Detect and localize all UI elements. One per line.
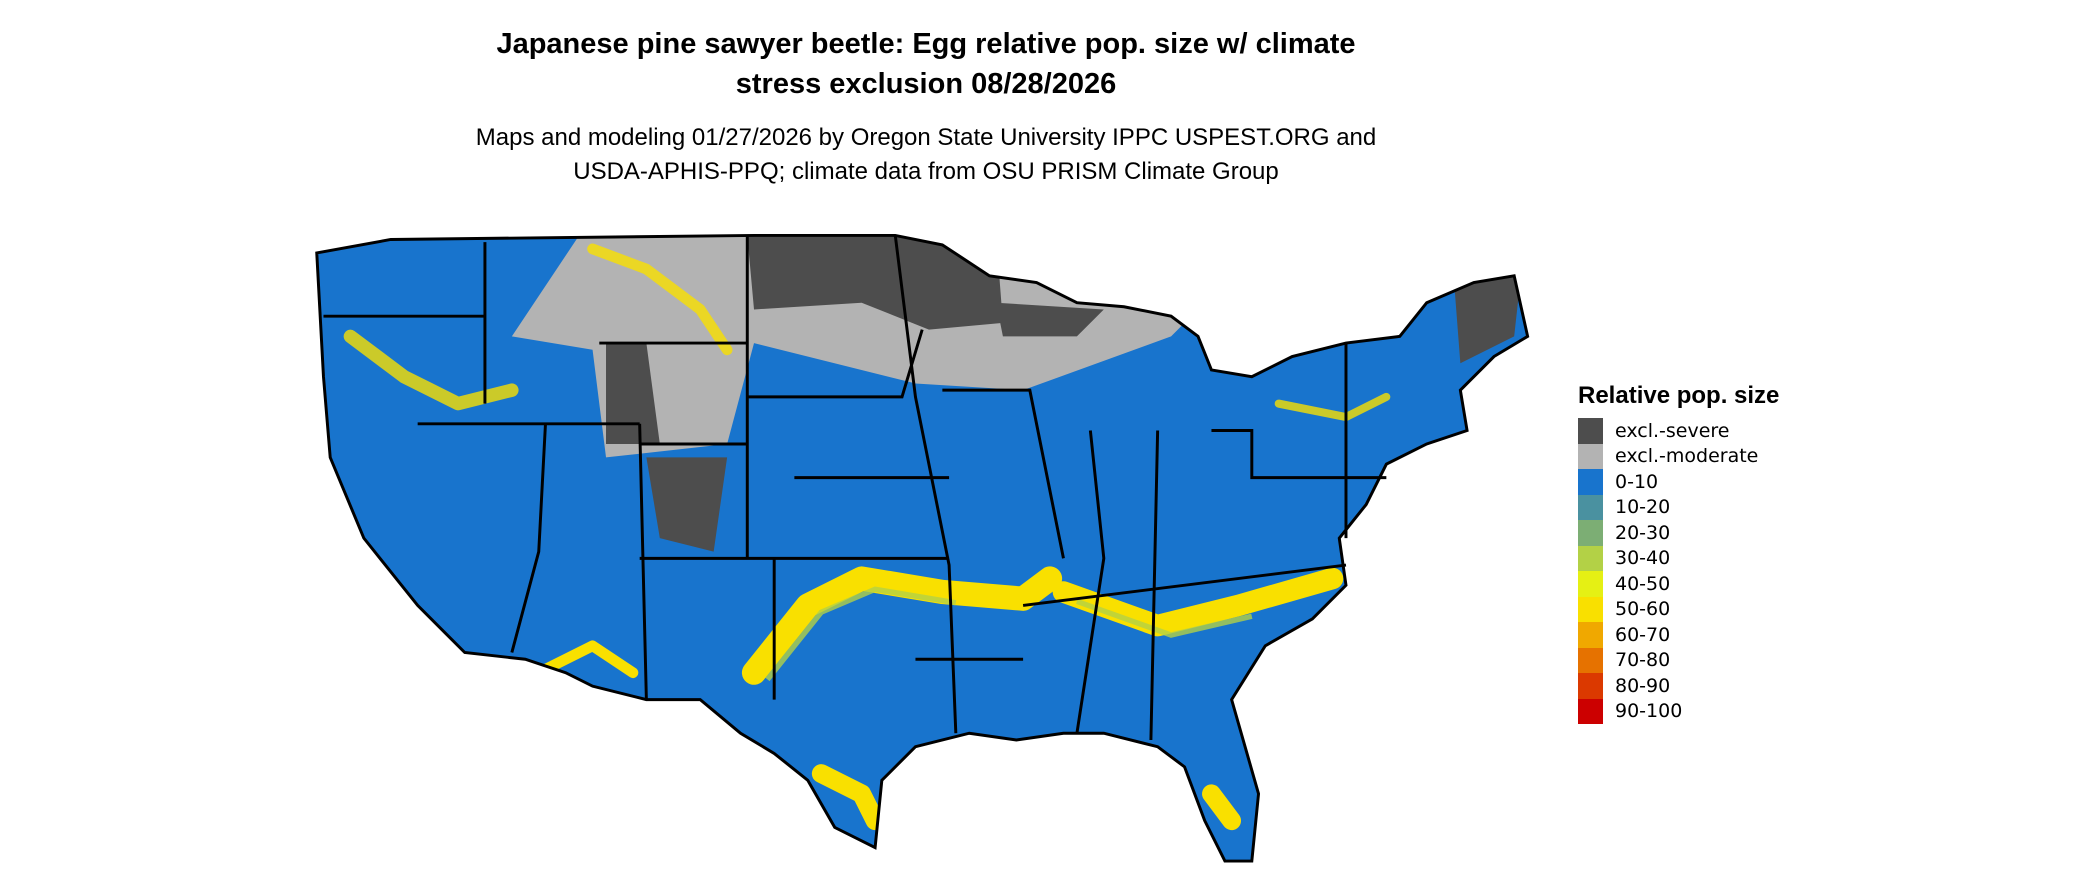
legend-label: 90-100: [1615, 700, 1683, 723]
legend-swatch: [1578, 571, 1603, 597]
region-excl-moderate: [511, 235, 1212, 458]
map-title-line2: stress exclusion 08/28/2026: [735, 68, 1117, 100]
legend-item: 70-80: [1578, 647, 1779, 673]
legend: Relative pop. size excl.-severe excl.-mod…: [1578, 382, 1779, 724]
state-borders: [315, 233, 1530, 863]
legend-label: 30-40: [1615, 547, 1671, 570]
map-subtitle-line2: USDA-APHIS-PPQ; climate data from OSU PR…: [573, 158, 1279, 185]
legend-swatch: [1578, 673, 1603, 699]
legend-swatch: [1578, 418, 1603, 444]
legend-item: excl.-severe: [1578, 418, 1779, 444]
map-subtitle-line1: Maps and modeling 01/27/2026 by Oregon S…: [475, 124, 1377, 151]
legend-swatch: [1578, 647, 1603, 673]
legend-item: 50-60: [1578, 596, 1779, 622]
legend-label: excl.-severe: [1615, 419, 1730, 442]
region-excl-severe: [606, 235, 1521, 552]
legend-swatch: [1578, 469, 1603, 495]
legend-item: 30-40: [1578, 545, 1779, 571]
legend-swatch: [1578, 596, 1603, 622]
legend-item: 90-100: [1578, 698, 1779, 724]
legend-label: 10-20: [1615, 496, 1671, 519]
legend-item: 0-10: [1578, 469, 1779, 495]
legend-title: Relative pop. size: [1578, 382, 1780, 409]
legend-swatch: [1578, 698, 1603, 724]
legend-item: 10-20: [1578, 494, 1779, 520]
legend-label: 0-10: [1615, 470, 1659, 493]
legend-label: 50-60: [1615, 598, 1671, 621]
legend-label: excl.-moderate: [1615, 445, 1759, 468]
legend-label: 20-30: [1615, 521, 1671, 544]
legend-item: excl.-moderate: [1578, 443, 1779, 469]
legend-swatch: [1578, 545, 1603, 571]
legend-label: 40-50: [1615, 572, 1671, 595]
legend-label: 80-90: [1615, 674, 1671, 697]
legend-item: 40-50: [1578, 571, 1779, 597]
legend-swatch: [1578, 494, 1603, 520]
legend-swatch: [1578, 443, 1603, 469]
legend-swatch: [1578, 622, 1603, 648]
legend-item: 80-90: [1578, 673, 1779, 699]
map-title-line1: Japanese pine sawyer beetle: Egg relativ…: [496, 28, 1356, 60]
legend-swatch: [1578, 520, 1603, 546]
legend-label: 70-80: [1615, 649, 1671, 672]
legend-label: 60-70: [1615, 623, 1671, 646]
legend-item: 60-70: [1578, 622, 1779, 648]
legend-item: 20-30: [1578, 520, 1779, 546]
